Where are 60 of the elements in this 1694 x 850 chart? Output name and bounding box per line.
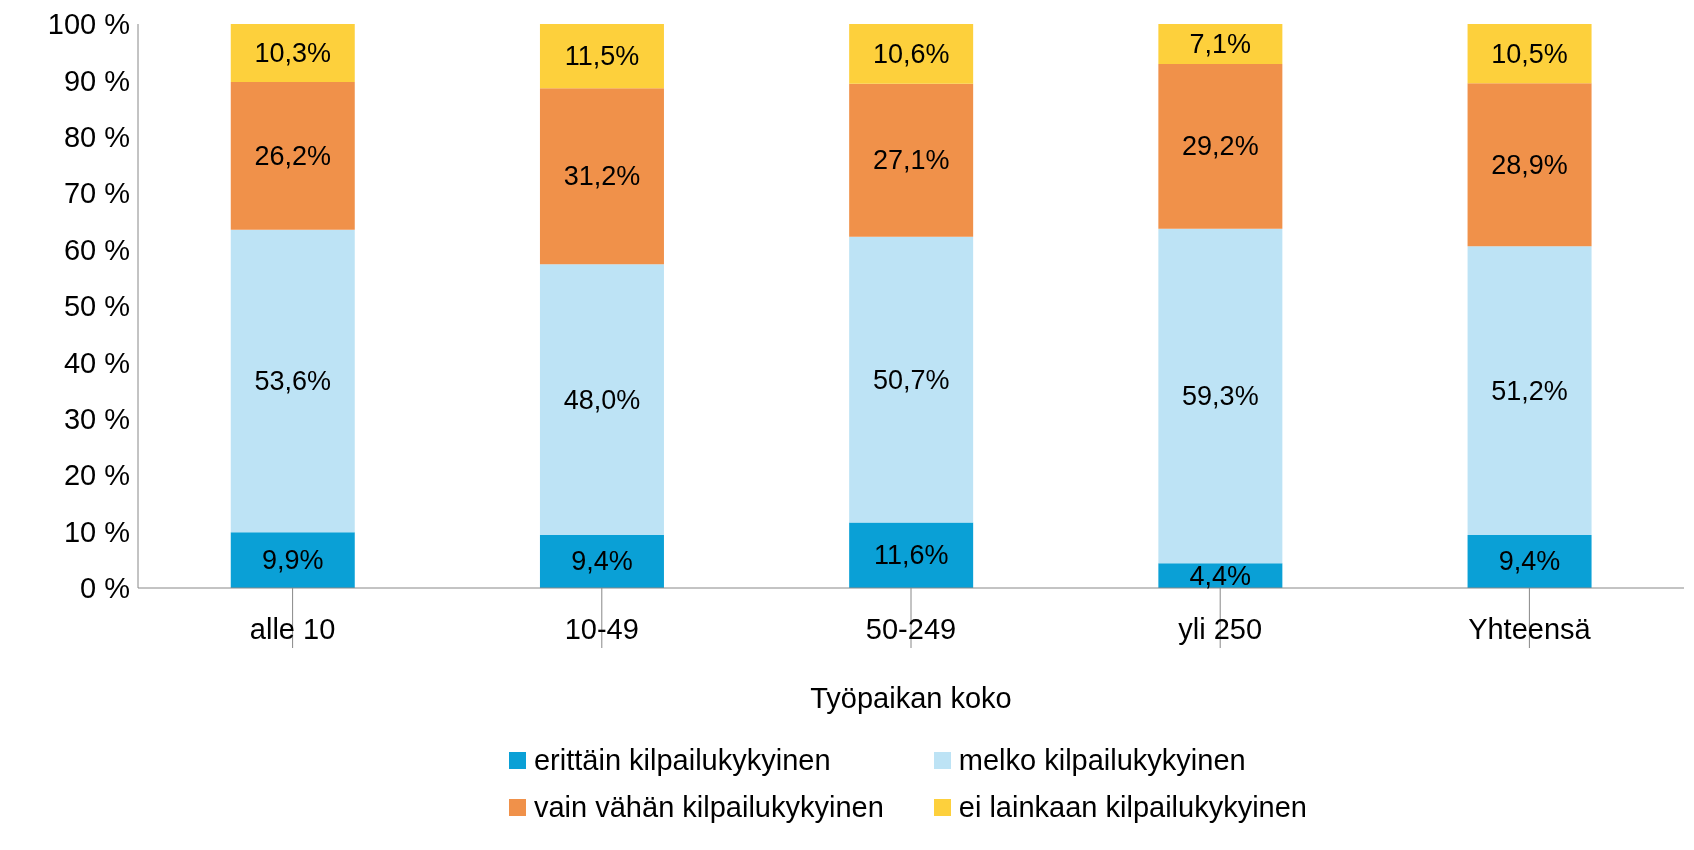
data-label: 28,9% (1491, 149, 1568, 180)
data-label: 51,2% (1491, 375, 1568, 406)
bar (1467, 83, 1592, 247)
bar (230, 229, 355, 533)
data-label: 11,6% (873, 540, 949, 571)
y-tick-label: 30 % (63, 403, 130, 436)
y-tick-label: 80 % (63, 121, 130, 154)
x-tick-label: yli 250 (1178, 612, 1263, 645)
bar (539, 264, 664, 535)
data-label: 59,3% (1182, 380, 1259, 411)
data-label: 9,4% (571, 546, 633, 577)
bar (539, 534, 664, 588)
legend-label: ei lainkaan kilpailukykyinen (958, 791, 1307, 824)
data-label: 11,5% (564, 41, 640, 72)
y-tick-label: 0 % (80, 572, 130, 605)
bar (539, 24, 664, 89)
y-tick-label: 40 % (63, 346, 130, 379)
x-tick-label: alle 10 (249, 612, 336, 645)
bar (539, 88, 664, 265)
bar (849, 24, 974, 84)
bar (849, 236, 974, 523)
bar (230, 82, 355, 230)
x-tick-label: 10-49 (564, 612, 639, 645)
legend-label: erittäin kilpailukykyinen (533, 744, 831, 777)
y-tick-label: 70 % (63, 177, 130, 210)
y-tick-label: 60 % (63, 233, 130, 266)
x-tick-label: 50-249 (865, 612, 957, 645)
data-label: 29,2% (1182, 131, 1259, 162)
data-label: 27,1% (872, 145, 950, 176)
data-label: 31,2% (563, 161, 641, 192)
data-label: 50,7% (872, 364, 950, 395)
bar (230, 24, 355, 83)
y-tick-label: 100 % (47, 8, 130, 41)
data-label: 4,4% (1189, 560, 1252, 591)
x-axis-title: Työpaikan koko (810, 682, 1012, 714)
data-label: 9,9% (261, 545, 324, 576)
legend-label: melko kilpailukykyinen (958, 744, 1246, 777)
bar (849, 522, 974, 588)
bar (849, 83, 974, 237)
y-tick-label: 10 % (63, 515, 130, 548)
bar (1467, 246, 1592, 535)
y-tick-label: 90 % (63, 64, 130, 97)
legend-label: vain vähän kilpailukykyinen (533, 791, 884, 824)
data-label: 9,4% (1498, 546, 1561, 577)
bar (230, 532, 355, 588)
data-label: 10,3% (254, 38, 332, 69)
bar (1467, 534, 1592, 588)
data-label: 10,6% (872, 38, 950, 69)
bar (1158, 228, 1283, 564)
data-label: 7,1% (1189, 29, 1252, 60)
y-tick-label: 50 % (63, 290, 130, 323)
x-tick-label: Yhteensä (1468, 612, 1592, 645)
data-label: 53,6% (254, 366, 332, 397)
y-tick-label: 20 % (63, 459, 130, 492)
data-label: 48,0% (563, 384, 641, 415)
bar (1158, 24, 1283, 65)
bar (1158, 64, 1283, 229)
bar (1467, 24, 1592, 84)
data-label: 10,5% (1491, 38, 1568, 69)
data-label: 26,2% (254, 140, 332, 171)
